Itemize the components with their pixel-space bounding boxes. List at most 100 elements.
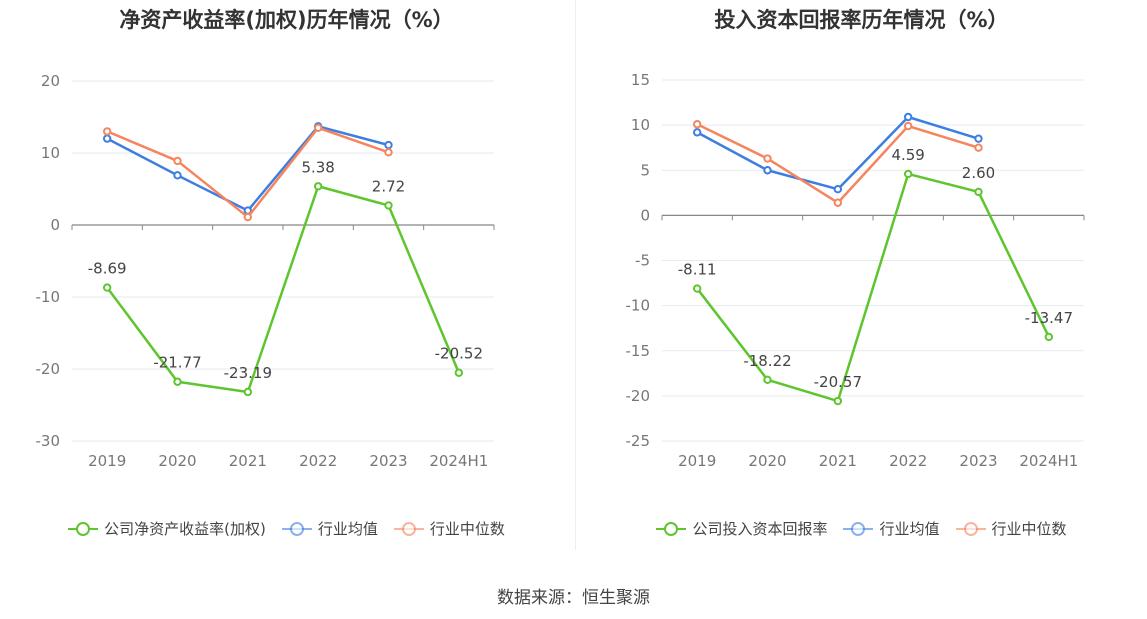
data-label: -18.22 xyxy=(743,352,791,370)
data-point-company xyxy=(313,182,323,191)
y-tick-label: -20 xyxy=(626,387,651,405)
data-point-industry-median xyxy=(833,198,843,207)
data-point-company xyxy=(173,377,182,386)
data-label: -21.77 xyxy=(153,354,201,372)
data-point-industry-avg xyxy=(903,112,913,122)
roe-chart-plot: 20 10 0 -10 -20 -30 2019 2020 2021 2022 2023 2024H1… xyxy=(36,72,495,470)
data-point-company xyxy=(243,387,253,397)
data-label: 5.38 xyxy=(301,158,334,176)
data-point-industry-median xyxy=(313,123,323,133)
legend-label: 行业中位数 xyxy=(429,520,505,538)
data-point-industry-avg xyxy=(102,134,112,143)
series-line-industry-median xyxy=(106,126,389,219)
x-tick-label: 2021 xyxy=(819,452,857,470)
x-tick-label: 2019 xyxy=(88,452,126,470)
roe-chart-panel: 净资产收益率(加权)历年情况（%） 20 10 0 -10 -20 -30 2019 2020… xyxy=(0,0,573,560)
y-tick-label: -10 xyxy=(626,297,651,315)
x-tick-label: 2023 xyxy=(959,452,997,470)
roe-chart-legend: 公司净资产收益率(加权) 行业均值 行业中位数 xyxy=(0,518,573,539)
data-point-company xyxy=(454,368,464,377)
x-tick-label: 2019 xyxy=(678,452,716,470)
series-line-company xyxy=(696,172,1050,403)
data-source-note: 数据来源：恒生聚源 xyxy=(497,588,650,608)
legend-label: 行业均值 xyxy=(879,520,940,538)
y-tick-label: 5 xyxy=(640,161,650,179)
legend-item-industry-avg[interactable]: 行业均值 xyxy=(843,518,940,539)
y-tick-label: 15 xyxy=(631,71,650,89)
x-tick-label: 2020 xyxy=(748,452,786,470)
y-tick-label: -20 xyxy=(36,360,61,378)
x-tick-label: 2023 xyxy=(369,452,407,470)
x-tick-label: 2022 xyxy=(889,452,927,470)
y-tick-label: 0 xyxy=(640,206,650,224)
legend-swatch-icon xyxy=(843,521,874,537)
series-line-company xyxy=(106,185,460,394)
legend-label: 行业均值 xyxy=(317,520,378,538)
data-point-company xyxy=(692,284,702,293)
series-line-industry-avg xyxy=(106,125,389,212)
data-point-industry-median xyxy=(384,148,393,157)
legend-item-industry-avg[interactable]: 行业均值 xyxy=(281,518,378,539)
series-line-industry-avg xyxy=(696,115,979,191)
x-tick-label: 2024H1 xyxy=(429,452,488,470)
roic-chart-legend: 公司投入资本回报率 行业均值 行业中位数 xyxy=(575,518,1147,539)
data-point-industry-avg xyxy=(974,134,983,143)
data-point-industry-median xyxy=(243,212,253,222)
data-point-industry-avg xyxy=(384,140,393,150)
data-point-company xyxy=(384,201,393,210)
y-tick-label: -15 xyxy=(626,342,651,360)
legend-swatch-icon xyxy=(68,521,99,537)
x-tick-label: 2020 xyxy=(158,452,196,470)
legend-item-industry-median[interactable]: 行业中位数 xyxy=(955,518,1067,539)
data-point-company xyxy=(1044,332,1054,342)
data-label: -8.11 xyxy=(678,261,717,279)
data-point-company xyxy=(833,396,843,406)
y-tick-label: 10 xyxy=(631,116,650,134)
data-label: 2.60 xyxy=(962,164,995,182)
y-tick-label: -25 xyxy=(626,432,651,450)
y-tick-label: -10 xyxy=(36,288,61,306)
roic-chart-panel: 投入资本回报率历年情况（%） 15 10 5 0 -5 -10 -15 -20 -25 2019 2… xyxy=(575,0,1147,560)
data-point-company xyxy=(903,169,913,179)
roic-chart-plot: 15 10 5 0 -5 -10 -15 -20 -25 2019 2020 2021 2022 2023… xyxy=(626,71,1085,470)
y-tick-label: -30 xyxy=(36,432,61,450)
legend-swatch-icon xyxy=(955,521,986,537)
data-label: -13.47 xyxy=(1025,309,1073,327)
panel-divider xyxy=(575,0,576,550)
data-label: -20.52 xyxy=(435,345,483,363)
legend-label: 公司投入资本回报率 xyxy=(692,520,828,538)
data-point-industry-avg xyxy=(173,171,182,180)
data-label: -8.69 xyxy=(88,260,127,278)
data-point-industry-median xyxy=(102,127,112,136)
legend-label: 行业中位数 xyxy=(991,520,1067,538)
y-tick-label: 0 xyxy=(50,216,60,234)
data-point-industry-avg xyxy=(833,185,843,194)
legend-swatch-icon xyxy=(281,521,312,537)
data-label: 4.59 xyxy=(891,146,924,164)
data-point-industry-median xyxy=(763,154,772,163)
data-point-industry-median xyxy=(692,120,702,129)
data-point-company xyxy=(974,187,983,197)
data-point-industry-median xyxy=(903,121,913,131)
data-label: -23.19 xyxy=(224,364,272,382)
data-point-company xyxy=(102,283,112,292)
legend-label: 公司净资产收益率(加权) xyxy=(104,520,266,538)
legend-swatch-icon xyxy=(393,521,424,537)
roic-chart-title: 投入资本回报率历年情况（%） xyxy=(714,8,1009,32)
data-label: -20.57 xyxy=(814,373,862,391)
y-tick-label: 20 xyxy=(41,72,60,90)
data-point-industry-median xyxy=(974,143,983,152)
data-point-industry-avg xyxy=(763,166,772,175)
data-point-industry-avg xyxy=(692,128,702,137)
legend-item-industry-median[interactable]: 行业中位数 xyxy=(393,518,505,539)
data-point-company xyxy=(763,375,772,385)
x-tick-label: 2022 xyxy=(299,452,337,470)
y-tick-label: 10 xyxy=(41,144,60,162)
data-point-industry-median xyxy=(173,156,182,166)
x-tick-label: 2024H1 xyxy=(1019,452,1078,470)
x-tick-label: 2021 xyxy=(229,452,267,470)
roe-chart-title: 净资产收益率(加权)历年情况（%） xyxy=(119,8,454,32)
legend-item-company[interactable]: 公司投入资本回报率 xyxy=(656,518,827,539)
legend-item-company[interactable]: 公司净资产收益率(加权) xyxy=(68,518,266,539)
data-label: 2.72 xyxy=(372,177,405,195)
